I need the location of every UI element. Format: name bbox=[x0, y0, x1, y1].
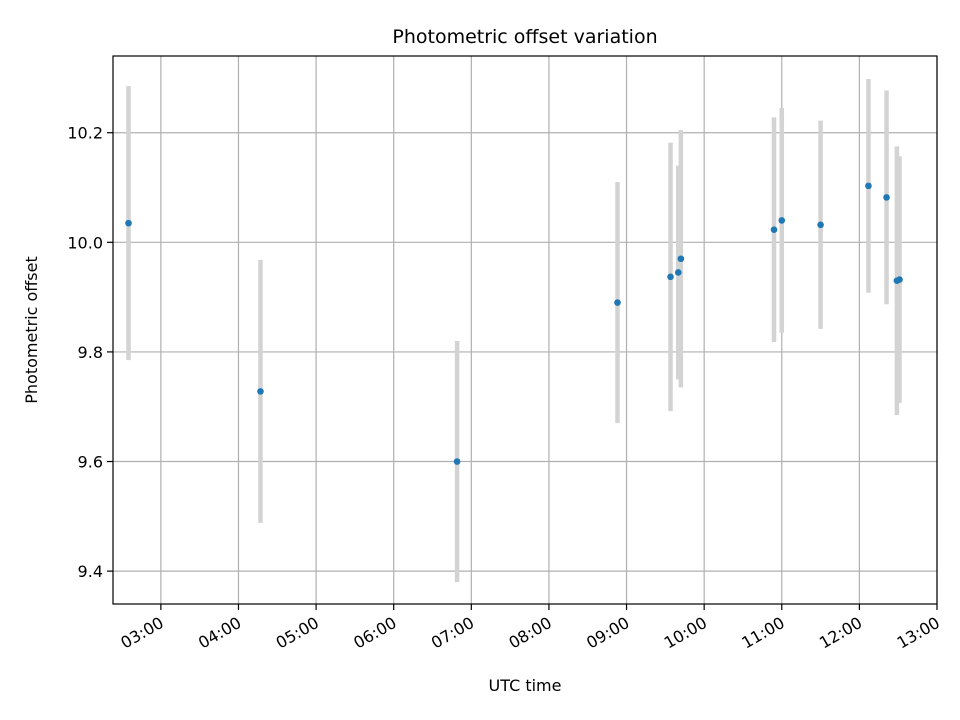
data-point bbox=[770, 226, 778, 234]
data-point bbox=[667, 273, 674, 281]
data-point bbox=[677, 255, 685, 263]
data-point bbox=[453, 458, 461, 465]
y-axis-ticks: 9.4 9.6 9.8 10.0 10.2 bbox=[67, 124, 113, 581]
data-point bbox=[674, 269, 682, 276]
data-point bbox=[125, 219, 132, 227]
y-tick-label: 9.4 bbox=[78, 562, 103, 581]
y-tick-label: 10.0 bbox=[67, 233, 103, 252]
point-layer bbox=[125, 182, 903, 465]
data-point bbox=[614, 299, 621, 306]
y-tick-label: 9.6 bbox=[78, 453, 103, 472]
data-point bbox=[778, 217, 786, 224]
y-tick-label: 9.8 bbox=[78, 343, 103, 362]
data-point bbox=[896, 276, 903, 283]
plot-frame bbox=[112, 55, 938, 605]
data-point bbox=[883, 194, 890, 201]
y-tick-label: 10.2 bbox=[67, 124, 103, 143]
x-axis-label: UTC time bbox=[489, 676, 562, 695]
data-point bbox=[865, 182, 872, 190]
data-point bbox=[257, 388, 264, 395]
data-point bbox=[817, 221, 824, 229]
chart-title: Photometric offset variation bbox=[392, 26, 657, 48]
y-axis-label: Photometric offset bbox=[22, 256, 41, 404]
